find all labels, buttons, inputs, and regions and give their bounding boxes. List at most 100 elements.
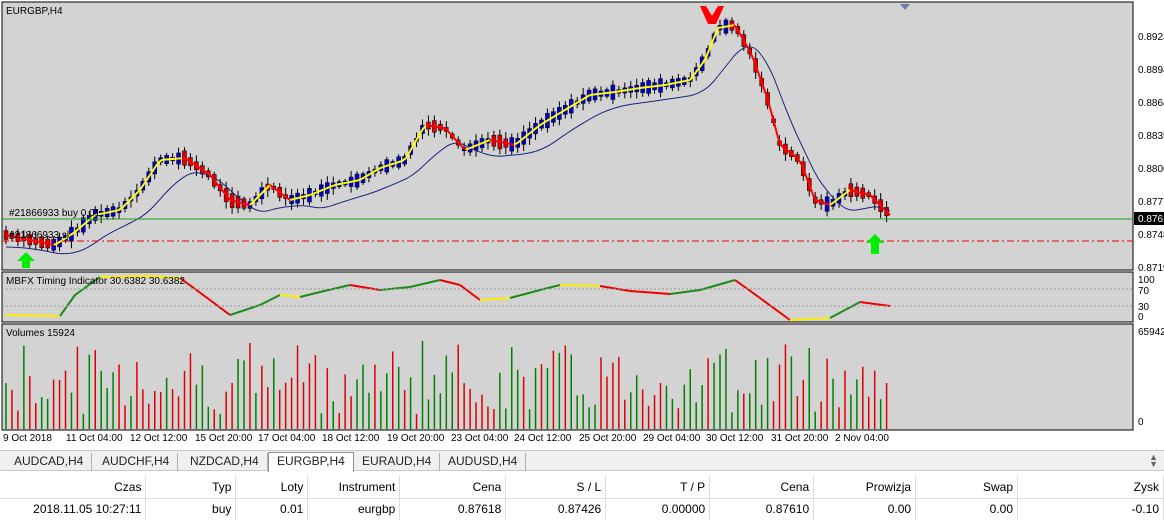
price-tick: 0.87480 xyxy=(1138,230,1164,241)
fast-moving-average-segment xyxy=(817,200,823,204)
fast-moving-average-segment xyxy=(677,80,683,84)
fast-moving-average-segment xyxy=(41,241,47,245)
fast-moving-average-segment xyxy=(461,145,467,151)
fast-moving-average-segment xyxy=(493,139,499,143)
chart-title: EURGBP,H4 xyxy=(6,6,63,17)
fast-moving-average-segment xyxy=(105,211,111,214)
cell-swap: 0.00 xyxy=(915,498,1019,520)
fast-moving-average-segment xyxy=(781,145,787,151)
fast-moving-average-segment xyxy=(633,87,639,90)
column-header-open-price[interactable]: Cena xyxy=(399,476,507,499)
volume-min-label: 0 xyxy=(1138,417,1144,428)
buy-signal-arrow-icon xyxy=(866,234,884,254)
column-header-type[interactable]: Typ xyxy=(145,476,237,499)
fast-moving-average-segment xyxy=(713,27,719,39)
time-tick: 9 Oct 2018 xyxy=(3,433,52,444)
tab-audchf[interactable]: AUDCHF,H4 xyxy=(94,453,179,471)
fast-moving-average-segment xyxy=(621,89,627,92)
fast-moving-average-segment xyxy=(201,168,207,174)
indicator-level: 30 xyxy=(1138,302,1150,313)
fast-moving-average-segment xyxy=(573,101,579,106)
fast-moving-average-segment xyxy=(613,90,619,94)
fast-moving-average-segment xyxy=(313,190,319,195)
fast-moving-average-segment xyxy=(545,118,551,123)
fast-moving-average-segment xyxy=(365,173,371,178)
order-label-sl: #21866933 sl xyxy=(9,230,69,241)
column-header-instrument[interactable]: Instrument xyxy=(307,476,401,499)
column-header-commission[interactable]: Prowizja xyxy=(813,476,917,499)
current-price-box xyxy=(1134,212,1164,225)
time-axis: 9 Oct 2018 11 Oct 04:00 12 Oct 12:00 15 … xyxy=(3,433,889,444)
fast-moving-average-segment xyxy=(129,195,135,201)
oscillator-segment xyxy=(149,275,181,279)
trade-table-header: Czas Typ Loty Instrument Cena S / L T / … xyxy=(0,476,1164,499)
fast-moving-average-segment xyxy=(369,170,375,175)
table-row[interactable]: 2018.11.05 10:27:11 buy 0.01 eurgbp 0.87… xyxy=(0,498,1164,520)
chart-tabs-bar: AUDCAD,H4 AUDCHF,H4 NZDCAD,H4 EURGBP,H4 … xyxy=(0,450,1164,472)
fast-moving-average-segment xyxy=(485,139,491,143)
fast-moving-average-segment xyxy=(881,206,887,212)
fast-moving-average-segment xyxy=(57,239,63,244)
fast-moving-average-segment xyxy=(305,194,311,197)
column-header-sl[interactable]: S / L xyxy=(505,476,607,499)
fast-moving-average-segment xyxy=(389,162,395,166)
fast-moving-average-segment xyxy=(453,137,459,143)
fast-moving-average-segment xyxy=(45,242,51,245)
fast-moving-average-segment xyxy=(121,203,127,209)
fast-moving-average-segment xyxy=(661,83,667,87)
tab-audusd[interactable]: AUDUSD,H4 xyxy=(440,453,527,471)
time-tick: 17 Oct 04:00 xyxy=(258,433,316,444)
oscillator-segment xyxy=(559,284,601,287)
time-tick: 23 Oct 04:00 xyxy=(451,433,509,444)
fast-moving-average-segment xyxy=(301,195,307,198)
fast-moving-average-segment xyxy=(109,210,115,213)
tab-eurgbp[interactable]: EURGBP,H4 xyxy=(268,452,354,472)
column-header-lots[interactable]: Loty xyxy=(235,476,309,499)
price-tick: 0.88060 xyxy=(1138,164,1164,175)
fast-moving-average-segment xyxy=(341,181,347,185)
fast-moving-average-segment xyxy=(669,82,675,85)
fast-moving-average-segment xyxy=(857,191,863,194)
fast-moving-average-segment xyxy=(693,68,699,76)
price-tick: 0.88350 xyxy=(1138,131,1164,142)
fast-moving-average-segment xyxy=(397,160,403,164)
fast-moving-average-segment xyxy=(629,87,635,91)
fast-moving-average-segment xyxy=(829,201,835,206)
fast-moving-average-segment xyxy=(61,237,67,242)
column-header-profit[interactable]: Zysk xyxy=(1017,476,1164,499)
chart-canvas[interactable]: #21866933 buy 0.01 #21866933 sl EURGBP,H… xyxy=(0,0,1164,450)
fast-moving-average-segment xyxy=(769,107,775,123)
fast-moving-average-segment xyxy=(113,209,119,213)
fast-moving-average-segment xyxy=(117,207,123,212)
chart-shift-marker-icon[interactable] xyxy=(900,4,910,10)
fast-moving-average-segment xyxy=(561,108,567,113)
fast-moving-average-segment xyxy=(73,228,79,234)
tab-nzdcad[interactable]: NZDCAD,H4 xyxy=(182,453,268,471)
fast-moving-average-segment xyxy=(489,139,495,142)
timing-indicator-panel[interactable] xyxy=(1,271,1134,323)
fast-moving-average-segment xyxy=(137,186,143,193)
indicator-title: MBFX Timing Indicator 30.6382 30.6382 xyxy=(6,276,185,287)
tab-euraud[interactable]: EURAUD,H4 xyxy=(354,453,441,471)
volumes-panel[interactable] xyxy=(1,323,1134,431)
oscillator-segment xyxy=(229,304,261,316)
fast-moving-average-segment xyxy=(37,240,43,244)
column-header-swap[interactable]: Swap xyxy=(915,476,1019,499)
chart-area[interactable]: #21866933 buy 0.01 #21866933 sl EURGBP,H… xyxy=(0,0,1164,450)
tab-audcad[interactable]: AUDCAD,H4 xyxy=(6,453,93,471)
column-header-time[interactable]: Czas xyxy=(0,476,147,499)
fast-moving-average-segment xyxy=(377,166,383,171)
main-price-panel[interactable] xyxy=(1,1,1134,271)
column-header-tp[interactable]: T / P xyxy=(605,476,711,499)
fast-moving-average-segment xyxy=(285,196,291,201)
fast-moving-average-segment xyxy=(349,180,355,183)
column-header-price[interactable]: Cena xyxy=(709,476,815,499)
cell-instrument: eurgbp xyxy=(307,498,401,520)
fast-moving-average-segment xyxy=(877,202,883,208)
fast-moving-average-segment xyxy=(825,202,831,206)
tab-scroll-arrows-icon[interactable]: ▲ ▼ xyxy=(1149,452,1158,469)
fast-moving-average-segment xyxy=(745,43,751,52)
fast-moving-average-segment xyxy=(85,218,91,224)
fast-moving-average-segment xyxy=(157,159,163,164)
sell-signal-arrow-icon xyxy=(700,6,724,24)
